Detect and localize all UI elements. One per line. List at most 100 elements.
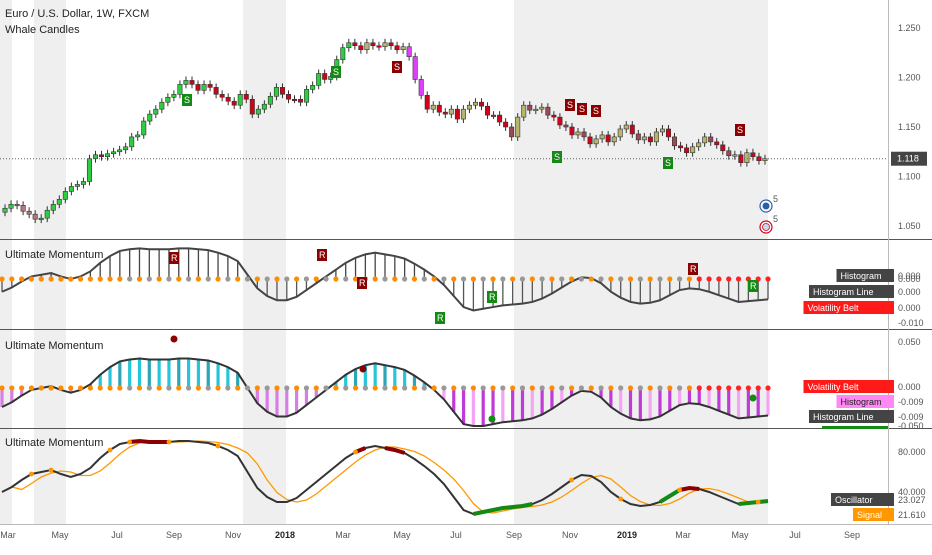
- histogram-bar: [157, 359, 161, 388]
- volatility-belt-dot: [618, 276, 624, 282]
- buy-signal-marker[interactable]: [748, 280, 758, 292]
- ultimate-momentum-pane-1[interactable]: Ultimate Momentum R R R R R R R 0.000 -0.010: [0, 247, 924, 328]
- buy-signal-marker[interactable]: [182, 94, 192, 106]
- candle-body: [696, 142, 702, 148]
- histogram-bar: [226, 367, 230, 388]
- candle-body: [322, 73, 328, 80]
- buy-signal-marker[interactable]: [487, 291, 497, 303]
- histogram-bar: [236, 372, 240, 388]
- volatility-belt-dot: [726, 385, 732, 391]
- buy-signal-marker[interactable]: [331, 66, 341, 78]
- volatility-belt-dot: [735, 385, 742, 391]
- candle-body: [129, 136, 135, 148]
- volatility-belt-value: 0.000: [898, 382, 921, 392]
- volatility-belt-dot: [568, 385, 575, 391]
- histogram-tag: [836, 269, 894, 282]
- price-pane[interactable]: Euro / U.S. Dollar, 1W, FXCM Whale Candl…: [0, 8, 927, 234]
- time-axis-label: 2018: [275, 530, 295, 540]
- candle-body: [653, 131, 659, 143]
- sell-signal-marker[interactable]: [591, 105, 601, 117]
- candle-body: [678, 145, 684, 149]
- sell-signal-marker[interactable]: [735, 124, 745, 136]
- candle-body: [86, 158, 92, 182]
- candle-body: [454, 108, 460, 120]
- signal-cross-dot: [107, 447, 113, 453]
- volatility-belt-dot: [765, 385, 771, 391]
- candle-body: [261, 103, 267, 110]
- buy-signal-marker[interactable]: [435, 312, 445, 324]
- volatility-belt-dot: [254, 385, 260, 391]
- ultimate-momentum-pane-3[interactable]: Ultimate Momentum 80.000 40.000: [1, 437, 926, 516]
- volatility-belt-dot: [716, 385, 722, 391]
- buy-signal-label: S: [665, 158, 671, 168]
- candle-body: [509, 126, 515, 138]
- signal-cross-dot: [127, 439, 133, 445]
- volatility-belt-dot: [460, 385, 467, 391]
- candle-body: [279, 87, 285, 95]
- candle-body: [412, 56, 418, 80]
- price-axis-label: 1.250: [898, 23, 921, 33]
- histogram-bar: [412, 375, 417, 388]
- histogram-bar: [422, 382, 426, 388]
- volatility-belt-dot: [588, 276, 594, 282]
- flag-us-icon: [762, 223, 770, 231]
- candle-body: [708, 136, 714, 143]
- volatility-belt-dot: [726, 276, 732, 282]
- histogram-bar: [393, 367, 397, 388]
- signal-cross-dot: [755, 499, 761, 505]
- buy-signal-marker[interactable]: [552, 151, 562, 163]
- sell-signal-marker[interactable]: [688, 263, 698, 275]
- oscillator-label: Oscillator: [835, 495, 873, 505]
- event-count: 5: [773, 194, 778, 204]
- histogram-bar: [98, 374, 102, 388]
- buy-signal-marker[interactable]: [663, 157, 673, 169]
- sell-signal-marker[interactable]: [169, 252, 179, 264]
- histogram-tag: [836, 395, 894, 408]
- volatility-belt-dot: [500, 276, 506, 282]
- histogram-bar: [648, 388, 652, 420]
- volatility-belt-dot: [58, 276, 64, 282]
- trend-segment: [384, 446, 406, 455]
- candle-body: [8, 203, 14, 209]
- volatility-belt-dot: [166, 385, 172, 391]
- trend-segment: [679, 485, 700, 492]
- histogram-bar: [265, 388, 269, 412]
- sell-signal-marker[interactable]: [565, 99, 575, 111]
- volatility-belt-dot: [421, 385, 427, 391]
- signal-tag: [853, 508, 894, 521]
- sell-signal-marker[interactable]: [317, 249, 327, 261]
- volatility-belt-dot: [156, 385, 162, 391]
- candle-body: [515, 116, 521, 138]
- volatility-belt-dot: [480, 385, 486, 391]
- volatility-belt-dot: [647, 276, 653, 282]
- sell-signal-marker[interactable]: [392, 61, 402, 73]
- volatility-belt-dot: [529, 276, 535, 282]
- buy-signal-label: S: [554, 152, 560, 162]
- candle-body: [503, 121, 509, 128]
- candle-body: [189, 80, 195, 85]
- sell-signal-marker[interactable]: [357, 277, 367, 289]
- histogram-bar: [461, 388, 466, 425]
- volatility-belt-dot: [392, 385, 398, 391]
- volatility-belt-dot: [519, 276, 526, 282]
- volatility-belt-dot: [441, 276, 447, 282]
- candle-body: [485, 105, 491, 116]
- sell-signal-label: S: [394, 62, 400, 72]
- signal-cross-dot: [353, 449, 358, 455]
- sell-signal-marker[interactable]: [577, 103, 587, 115]
- volatility-belt-dot: [284, 276, 290, 282]
- volatility-belt-dot: [519, 385, 526, 391]
- histogram-bar: [550, 388, 554, 409]
- histogram-bar: [717, 388, 721, 411]
- ultimate-momentum-pane-2[interactable]: Ultimate Momentum 0.050 -0.050: [0, 335, 924, 432]
- earnings-events[interactable]: 5 5: [759, 194, 778, 234]
- time-axis[interactable]: Mar May Jul Sep Nov 2018 Mar May Jul Sep Nov 2019 Ma…: [0, 530, 860, 540]
- volatility-belt-dot: [608, 276, 614, 282]
- volatility-belt-dot: [215, 276, 221, 282]
- trend-segment: [472, 502, 533, 516]
- candle-body: [171, 94, 177, 98]
- time-axis-label: Mar: [0, 530, 16, 540]
- time-axis-label: Mar: [675, 530, 691, 540]
- volatility-belt-dot: [48, 276, 54, 282]
